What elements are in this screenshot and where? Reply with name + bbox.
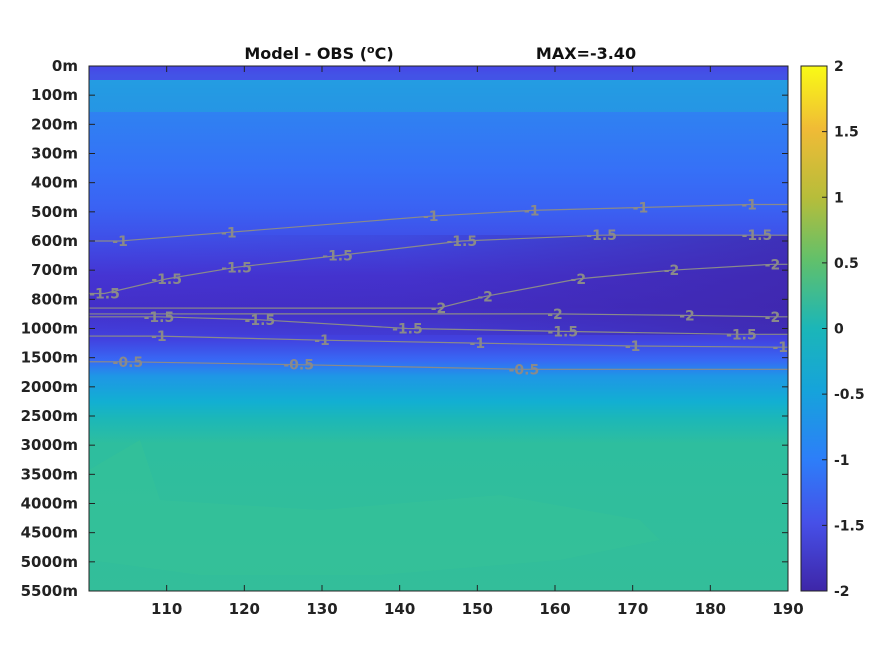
contour-label: -1.5 xyxy=(221,260,252,276)
y-tick-label: 5500m xyxy=(21,582,78,600)
abyssal-lobe xyxy=(89,440,660,575)
contour-labels: -1 -1 -1 -1 -1 -1 -1.5 -1.5 -1.5 -1.5 -1.5 -1.5 -1.5… xyxy=(89,198,788,379)
colorbar-tick-label: -1.5 xyxy=(834,518,865,534)
contour-label: -2 xyxy=(571,272,587,288)
contour-label: -1.5 xyxy=(392,322,423,338)
contour-label: -1.5 xyxy=(446,234,477,250)
y-tick-label: 4500m xyxy=(21,524,78,542)
colorbar-tick-label: 0.5 xyxy=(834,256,859,272)
colorbar-tick-label: 0 xyxy=(834,322,844,338)
contour-line xyxy=(89,361,788,370)
colorbar-tick-label: -0.5 xyxy=(834,387,865,403)
contour-label: -1.5 xyxy=(726,327,757,343)
x-tick-label: 160 xyxy=(539,600,570,618)
x-tick-label: 110 xyxy=(151,600,182,618)
contour-label: -1 xyxy=(772,340,788,356)
contour-label: -1.5 xyxy=(322,249,353,265)
y-tick-label: 1000m xyxy=(21,320,78,338)
x-tick-label: 150 xyxy=(462,600,493,618)
y-tick-label: 200m xyxy=(31,115,78,133)
y-tick-label: 5000m xyxy=(21,553,78,571)
contour-label: -1 xyxy=(221,225,237,241)
x-tick-label: 130 xyxy=(306,600,337,618)
x-axis: 110 120 130 140 150 160 170 180 190 xyxy=(151,66,804,618)
x-tick-label: 180 xyxy=(695,600,726,618)
y-tick-label: 800m xyxy=(31,290,78,308)
y-tick-label: 3000m xyxy=(21,436,78,454)
x-tick-label: 190 xyxy=(772,600,803,618)
contour-label: -2 xyxy=(431,301,447,317)
y-tick-label: 400m xyxy=(31,174,78,192)
y-tick-label: 600m xyxy=(31,232,78,250)
contour-line xyxy=(89,263,788,309)
contour-label: -0.5 xyxy=(113,355,144,371)
contour-line xyxy=(89,203,788,242)
contour-label: -1 xyxy=(633,200,649,216)
contour-label: -2 xyxy=(477,289,493,305)
x-tick-label: 140 xyxy=(384,600,415,618)
colorbar-tick-label: 1 xyxy=(834,190,844,206)
x-tick-label: 120 xyxy=(229,600,260,618)
contour-label: -1.5 xyxy=(89,287,120,303)
contour-label: -2 xyxy=(765,310,781,326)
y-tick-label: 700m xyxy=(31,261,78,279)
field-surface-band xyxy=(89,66,788,80)
field-near-surface-band xyxy=(89,80,788,112)
colorbar-tick-label: -1 xyxy=(834,453,850,469)
contour-label: -2 xyxy=(765,257,781,273)
contour-label: -1.5 xyxy=(586,228,617,244)
colorbar-tick-label: 2 xyxy=(834,59,844,75)
contour-label: -1 xyxy=(151,329,167,345)
colorbar-tick-label: 1.5 xyxy=(834,125,859,141)
contour-line xyxy=(89,234,788,295)
contour-label: -1 xyxy=(470,336,486,352)
y-tick-label: 300m xyxy=(31,145,78,163)
contour-label: -2 xyxy=(664,263,680,279)
contour-line xyxy=(89,313,788,318)
contour-label: -1.5 xyxy=(742,228,773,244)
contour-lines xyxy=(89,203,788,370)
contour-label: -1.5 xyxy=(144,310,175,326)
contour-label: -1.5 xyxy=(151,272,182,288)
y-tick-label: 500m xyxy=(31,203,78,221)
chart-title: Model - OBS (oC) xyxy=(244,43,393,63)
contour-label: -0.5 xyxy=(283,358,314,374)
contour-line xyxy=(89,316,788,335)
contour-label: -1 xyxy=(423,209,439,225)
contour-label: -1.5 xyxy=(547,324,578,340)
contour-label: -1.5 xyxy=(245,313,276,329)
contour-label: -1 xyxy=(112,234,128,250)
contour-label: -0.5 xyxy=(509,362,540,378)
contour-label: -2 xyxy=(547,307,563,323)
y-tick-label: 3500m xyxy=(21,465,78,483)
contour-label: -2 xyxy=(679,308,695,324)
y-tick-label: 100m xyxy=(31,86,78,104)
y-axis: 0m 100m 200m 300m 400m 500m 600m 700m 800m 1000m 1… xyxy=(21,57,788,600)
y-tick-label: 2000m xyxy=(21,378,78,396)
x-tick-label: 170 xyxy=(617,600,648,618)
y-tick-label: 2500m xyxy=(21,407,78,425)
y-tick-label: 1500m xyxy=(21,349,78,367)
contour-label: -1 xyxy=(524,203,540,219)
colorbar-ticks: 2 1.5 1 0.5 0 -0.5 -1 -1.5 -2 xyxy=(822,59,865,600)
y-tick-label: 4000m xyxy=(21,495,78,513)
contour-line xyxy=(89,335,788,348)
max-label: MAX=-3.40 xyxy=(536,44,636,63)
contour-label: -1 xyxy=(741,198,757,214)
contour-label: -1 xyxy=(625,339,641,355)
y-tick-label: 0m xyxy=(52,57,78,75)
contour-label: -1 xyxy=(314,333,330,349)
plot-area: -1 -1 -1 -1 -1 -1 -1.5 -1.5 -1.5 -1.5 -1.5 -1.5 -1.5… xyxy=(89,66,788,591)
colorbar-tick-label: -2 xyxy=(834,584,850,600)
